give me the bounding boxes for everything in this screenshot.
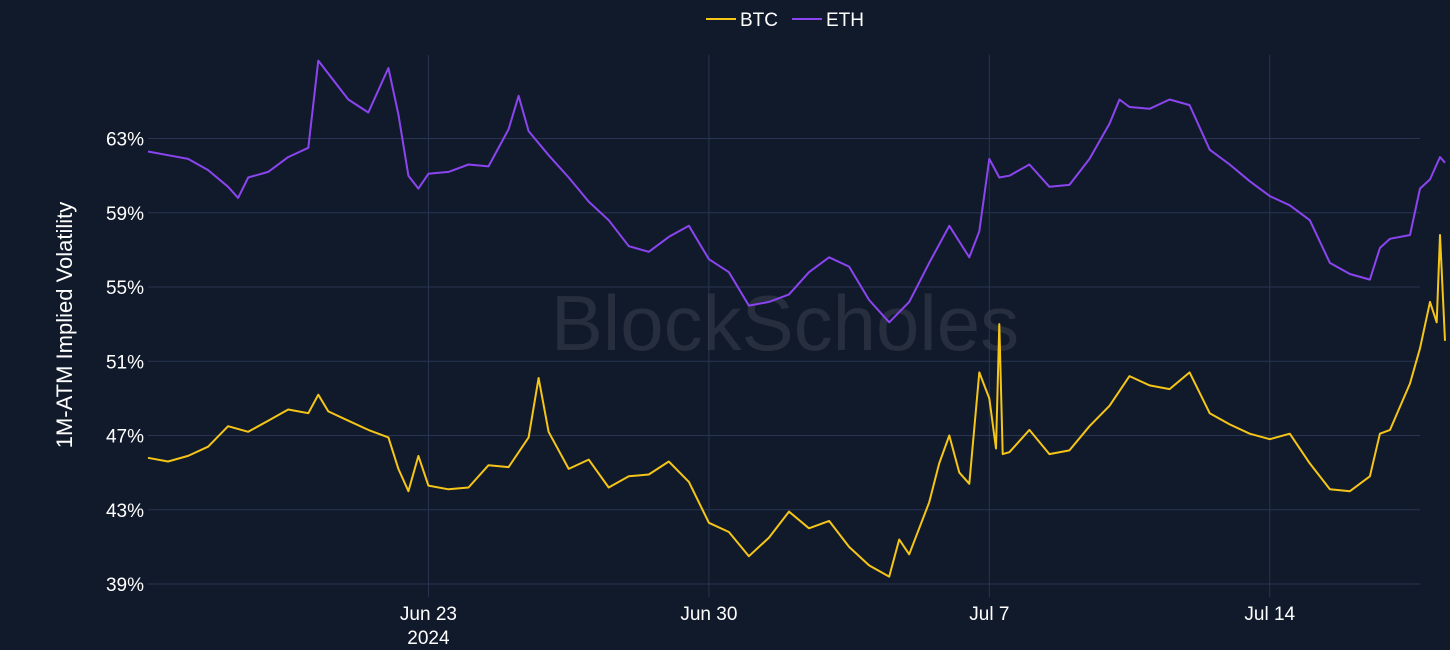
legend[interactable]: BTC ETH [706,10,864,31]
y-axis-title: 1M-ATM Implied Volatility [52,202,77,449]
x-tick-label: Jul 7 [969,604,1009,625]
x-tick-sublabel: 2024 [407,628,450,649]
y-tick-label: 43% [106,501,144,522]
x-tick-label: Jun 30 [680,604,737,625]
grid-layer [148,55,1420,597]
series-line-btc[interactable] [147,234,1446,578]
legend-item-eth[interactable]: ETH [792,10,864,31]
x-tick-label: Jul 14 [1244,604,1295,625]
y-tick-label: 47% [106,427,144,448]
x-tick-label: Jun 23 [400,604,457,625]
y-tick-label: 39% [106,575,144,596]
tick-layer: 39% 43% 47% 51% 55% 59% 63% Jun 23 2024 Jun 30 Jul… [106,130,1296,649]
legend-label: ETH [826,10,864,31]
legend-label: BTC [740,10,778,31]
watermark-text: BlockScholes [551,279,1019,367]
y-tick-label: 51% [106,352,144,373]
series-layer [147,59,1446,578]
y-tick-label: 59% [106,204,144,225]
y-tick-label: 63% [106,130,144,151]
legend-item-btc[interactable]: BTC [706,10,778,31]
series-line-eth[interactable] [147,59,1446,324]
y-tick-label: 55% [106,278,144,299]
